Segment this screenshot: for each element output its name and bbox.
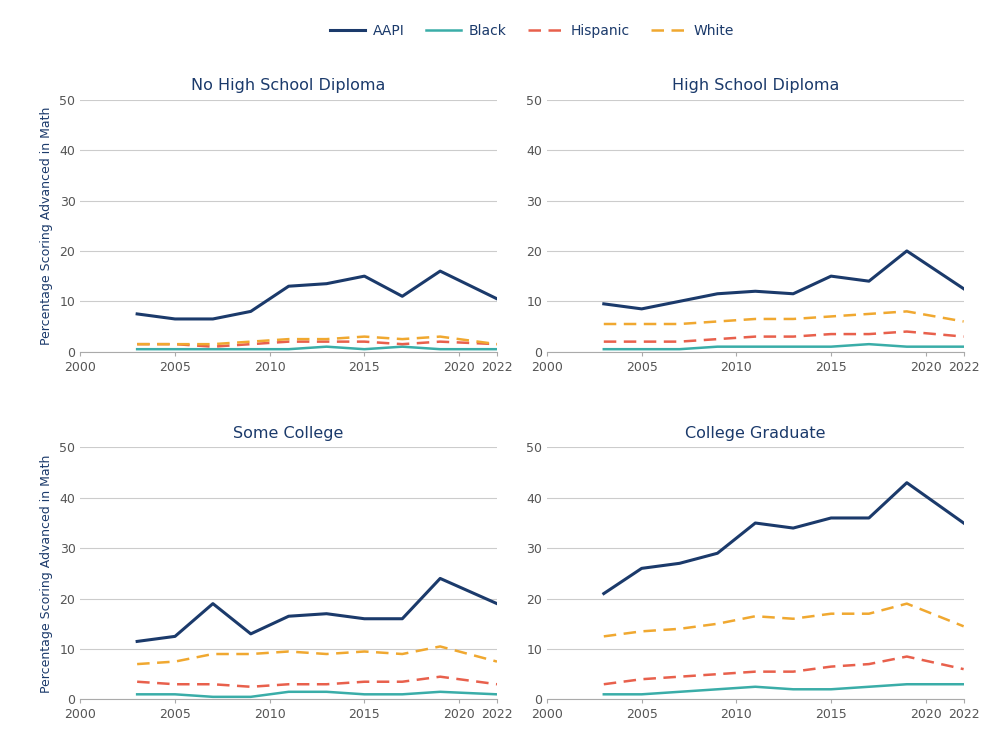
Y-axis label: Percentage Scoring Advanced in Math: Percentage Scoring Advanced in Math <box>39 107 52 345</box>
Legend: AAPI, Black, Hispanic, White: AAPI, Black, Hispanic, White <box>324 18 739 44</box>
Title: High School Diploma: High School Diploma <box>671 78 839 93</box>
Title: No High School Diploma: No High School Diploma <box>192 78 385 93</box>
Y-axis label: Percentage Scoring Advanced in Math: Percentage Scoring Advanced in Math <box>39 454 52 693</box>
Title: Some College: Some College <box>234 426 343 441</box>
Title: College Graduate: College Graduate <box>684 426 824 441</box>
